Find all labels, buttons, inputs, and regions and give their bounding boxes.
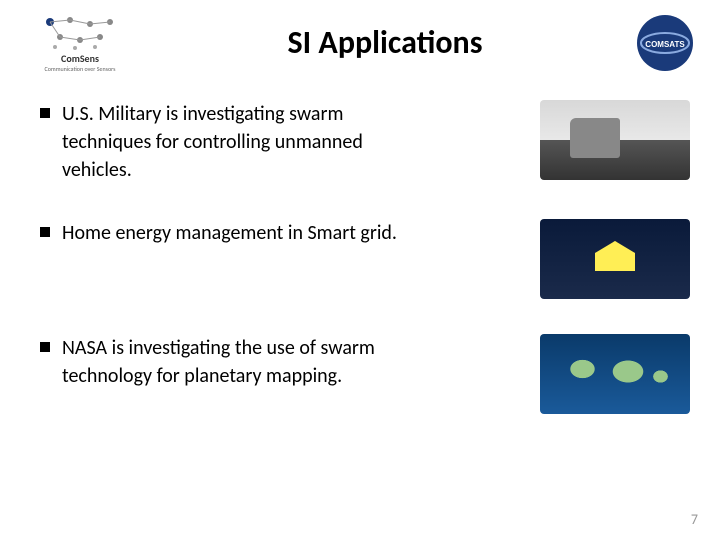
bullet-row-2: Home energy management in Smart grid.	[40, 219, 690, 299]
logo-comsens: ComSens Communication over Sensors	[20, 13, 140, 73]
slide-header: ComSens Communication over Sensors SI Ap…	[0, 0, 720, 80]
bullet-row-3: NASA is investigating the use of swarm t…	[40, 334, 690, 414]
network-icon	[40, 12, 120, 52]
logo-comsats: COMSATS	[630, 13, 700, 73]
logo-comsens-text: ComSens	[61, 52, 99, 65]
image-planetary-map	[540, 334, 690, 414]
logo-comsens-subtitle: Communication over Sensors	[45, 65, 116, 73]
bullet-icon	[40, 108, 50, 118]
slide-content: U.S. Military is investigating swarm tec…	[0, 80, 720, 414]
bullet-icon	[40, 342, 50, 352]
image-smart-grid-house	[540, 219, 690, 299]
slide-title: SI Applications	[140, 23, 630, 62]
bullet-text-3: NASA is investigating the use of swarm t…	[62, 334, 422, 390]
bullet-row-1: U.S. Military is investigating swarm tec…	[40, 100, 690, 184]
logo-comsats-text: COMSATS	[645, 40, 685, 49]
page-number: 7	[691, 511, 698, 528]
bullet-icon	[40, 227, 50, 237]
bullet-text-2: Home energy management in Smart grid.	[62, 219, 397, 247]
image-unmanned-vehicle	[540, 100, 690, 180]
bullet-text-1: U.S. Military is investigating swarm tec…	[62, 100, 422, 184]
